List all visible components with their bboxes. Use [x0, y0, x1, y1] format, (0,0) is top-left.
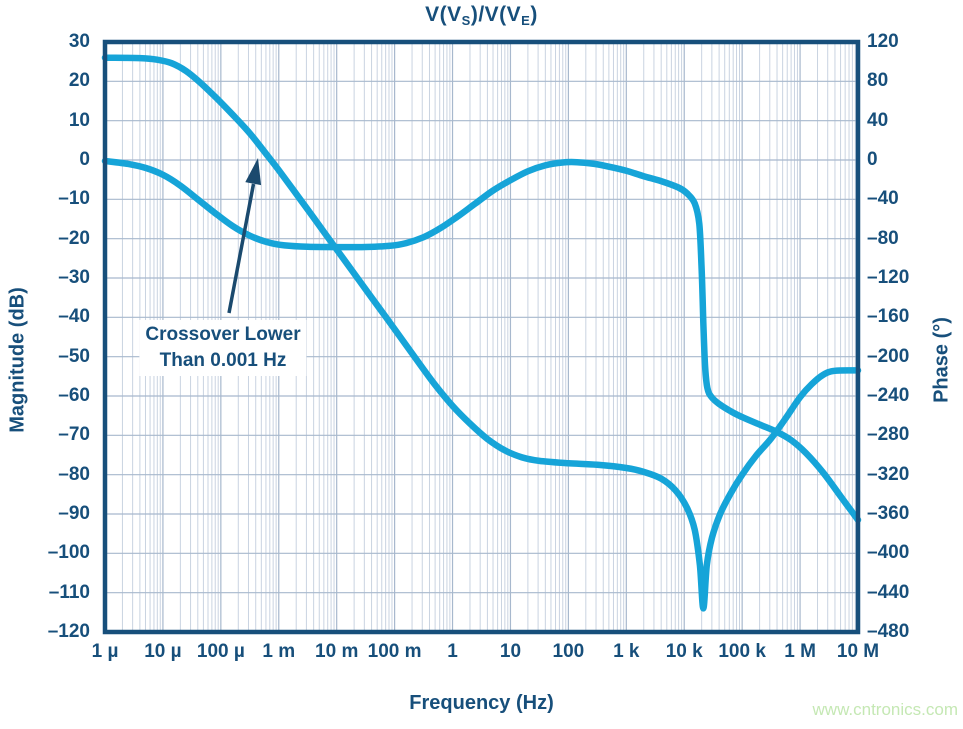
x-tick-label: 10 — [499, 641, 522, 662]
chart-title: V(VS)/V(VE) — [105, 3, 858, 28]
y-left-tick-label: –50 — [58, 345, 90, 367]
y-right-tick-label: –360 — [867, 503, 910, 524]
y-right-tick-label: 80 — [867, 70, 889, 92]
y-right-tick-label: –400 — [867, 542, 910, 564]
x-tick-label: 1 m — [262, 641, 296, 662]
y-right-tick-label: –120 — [867, 267, 910, 288]
x-tick-label: 100 m — [367, 641, 422, 662]
y-left-tick-label: –40 — [58, 306, 90, 328]
chart-title-text: V(V — [425, 3, 462, 26]
y-left-tick-label: –120 — [47, 621, 90, 642]
y-left-tick-label: –80 — [58, 463, 90, 485]
x-tick-label: 1 µ — [91, 641, 119, 662]
x-tick-label: 100 — [552, 641, 585, 662]
y-right-tick-label: –280 — [867, 424, 910, 446]
frequency-axis-title: Frequency (Hz) — [409, 692, 554, 714]
magnitude-curve — [101, 54, 862, 612]
y-right-tick-label: –200 — [867, 345, 910, 367]
crossover-annotation-line2: Than 0.001 Hz — [159, 350, 287, 371]
y-left-tick-label: –20 — [58, 227, 90, 249]
x-tick-label: 10 k — [665, 641, 703, 662]
crossover-annotation-line1: Crossover Lower — [145, 324, 301, 345]
chart-title-text: ) — [530, 3, 538, 26]
y-right-tick-label: –80 — [867, 227, 899, 249]
y-right-tick-label: 120 — [867, 31, 899, 52]
y-left-tick-label: 20 — [68, 70, 90, 92]
x-tick-label: 1 k — [613, 641, 640, 662]
y-left-tick-label: –70 — [58, 424, 90, 446]
y-left-tick-label: 10 — [68, 109, 90, 131]
y-left-tick-label: –30 — [58, 267, 90, 288]
y-left-tick-label: –10 — [58, 188, 90, 210]
x-tick-label: 1 — [447, 641, 458, 662]
x-tick-label: 100 k — [718, 641, 766, 662]
plot-border — [102, 39, 861, 635]
y-right-tick-label: –440 — [867, 581, 910, 603]
y-right-tick-label: 0 — [867, 149, 878, 170]
crossover-annotation: Crossover Lower Than 0.001 Hz — [139, 320, 307, 376]
y-left-tick-label: 0 — [79, 149, 90, 170]
y-right-tick-label: –480 — [867, 621, 910, 642]
x-tick-label: 10 m — [315, 641, 359, 662]
annotation-arrow — [227, 158, 262, 314]
y-left-tick-label: –100 — [47, 542, 90, 564]
x-tick-label: 10 µ — [144, 641, 182, 662]
chart-title-subscript: S — [461, 13, 471, 28]
y-left-tick-label: –90 — [58, 503, 90, 524]
chart-title-text: )/V(V — [470, 3, 522, 26]
y-right-tick-label: 40 — [867, 109, 889, 131]
chart-title-subscript: E — [521, 13, 531, 28]
y-right-tick-label: –40 — [867, 188, 899, 210]
x-tick-label: 100 µ — [196, 641, 245, 662]
watermark: www.cntronics.com — [812, 700, 958, 719]
y-right-tick-label: –240 — [867, 385, 910, 406]
y-right-tick-label: –320 — [867, 463, 910, 485]
y-left-tick-label: –110 — [48, 581, 90, 603]
y-left-tick-label: –60 — [58, 385, 90, 406]
y-right-tick-label: –160 — [867, 306, 910, 328]
x-tick-label: 1 M — [784, 641, 816, 662]
phase-curve — [101, 157, 862, 524]
x-tick-label: 10 M — [836, 641, 880, 662]
y-left-tick-label: 30 — [68, 31, 90, 52]
